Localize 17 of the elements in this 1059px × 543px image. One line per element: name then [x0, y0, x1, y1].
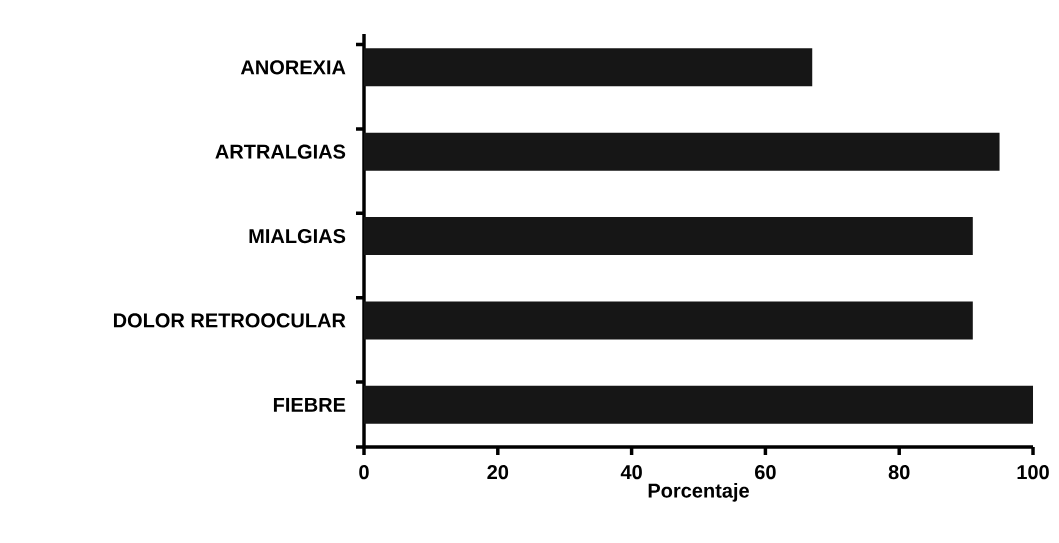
x-tick-label: 20 — [487, 465, 509, 480]
y-tick-label: ARTRALGIAS — [215, 144, 346, 159]
x-tick-label: 60 — [755, 465, 776, 480]
x-axis-title: Porcentaje — [648, 483, 749, 502]
x-tick-label: 0 — [359, 465, 369, 480]
bar — [364, 48, 813, 87]
x-tick-label: 40 — [620, 465, 642, 480]
bar — [364, 217, 973, 256]
bar — [364, 301, 973, 340]
y-tick-label: DOLOR RETROOCULAR — [113, 313, 346, 328]
x-tick-label: 100 — [1017, 465, 1049, 480]
y-tick-label: FIEBRE — [273, 397, 346, 412]
bar — [364, 385, 1034, 424]
y-tick-label: MIALGIAS — [249, 228, 346, 244]
bar — [364, 132, 1000, 171]
y-tick-label: ANOREXIA — [240, 60, 346, 75]
x-tick-label: 80 — [888, 465, 910, 480]
